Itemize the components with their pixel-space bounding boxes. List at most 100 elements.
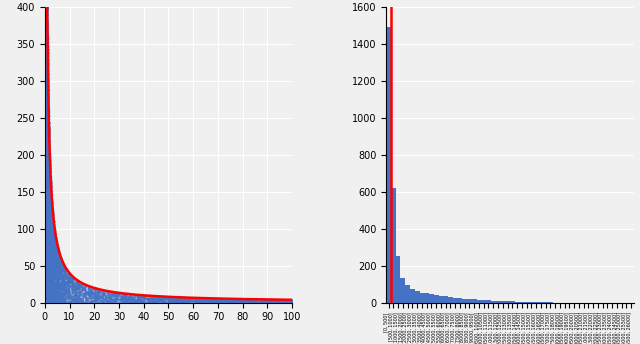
Point — [47, 262, 58, 268]
Point — [108, 289, 118, 295]
Point — [62, 275, 72, 280]
Point — [53, 258, 63, 264]
Point — [67, 283, 77, 289]
Point — [49, 231, 59, 236]
Point — [46, 196, 56, 202]
Point — [271, 300, 281, 305]
Point — [47, 255, 58, 260]
Point — [46, 233, 56, 238]
Point — [132, 293, 143, 298]
Point — [157, 295, 167, 301]
Point — [43, 225, 53, 231]
Point — [44, 191, 54, 196]
Point — [42, 23, 52, 28]
Point — [41, 71, 51, 76]
Point — [41, 35, 51, 41]
Point — [41, 4, 51, 10]
Point — [44, 214, 54, 219]
Point — [52, 287, 62, 292]
Point — [243, 299, 253, 304]
Point — [42, 65, 52, 71]
Point — [70, 288, 81, 294]
Point — [199, 295, 209, 301]
Point — [111, 290, 121, 295]
Point — [54, 250, 64, 255]
Point — [203, 300, 213, 305]
Point — [45, 289, 55, 294]
Point — [44, 124, 54, 129]
Point — [44, 291, 54, 297]
Point — [42, 6, 52, 11]
Point — [46, 191, 56, 197]
Point — [88, 291, 98, 296]
Point — [45, 278, 55, 283]
Point — [99, 292, 109, 297]
Point — [144, 298, 154, 303]
Point — [41, 45, 51, 51]
Point — [61, 293, 71, 299]
Point — [42, 133, 52, 139]
Point — [42, 4, 52, 10]
Point — [42, 37, 52, 43]
Point — [46, 269, 56, 275]
Point — [245, 299, 255, 305]
Point — [51, 298, 61, 303]
Point — [42, 284, 52, 290]
Point — [45, 223, 55, 228]
Point — [45, 176, 55, 181]
Point — [45, 210, 55, 216]
Point — [42, 4, 52, 10]
Point — [232, 297, 243, 303]
Point — [57, 289, 67, 294]
Point — [120, 292, 130, 298]
Point — [41, 4, 51, 10]
Point — [42, 140, 52, 146]
Point — [49, 297, 60, 302]
Point — [41, 270, 51, 275]
Point — [98, 291, 108, 297]
Point — [42, 298, 52, 303]
Point — [42, 259, 52, 264]
Point — [46, 216, 56, 221]
Point — [41, 45, 51, 51]
Point — [44, 269, 54, 275]
Point — [49, 224, 59, 229]
Point — [51, 257, 61, 262]
Point — [42, 205, 52, 210]
Point — [41, 4, 51, 10]
Point — [41, 193, 51, 198]
Point — [41, 19, 51, 24]
Point — [45, 290, 56, 295]
Point — [54, 292, 65, 298]
Point — [51, 269, 61, 275]
Point — [93, 296, 103, 302]
Point — [49, 248, 60, 254]
Point — [47, 290, 57, 295]
Point — [43, 199, 53, 204]
Point — [60, 286, 70, 291]
Point — [49, 275, 60, 280]
Point — [230, 300, 241, 305]
Point — [42, 4, 52, 10]
Point — [42, 4, 52, 10]
Point — [49, 269, 60, 274]
Point — [67, 281, 77, 286]
Point — [152, 294, 163, 299]
Point — [228, 298, 238, 304]
Point — [58, 260, 68, 266]
Point — [50, 251, 60, 256]
Point — [44, 191, 54, 196]
Point — [157, 299, 167, 304]
Point — [42, 236, 52, 242]
Point — [42, 4, 52, 10]
Point — [43, 148, 53, 153]
Point — [43, 161, 53, 166]
Point — [44, 181, 54, 186]
Point — [96, 289, 106, 294]
Point — [44, 182, 54, 187]
Point — [153, 295, 163, 301]
Point — [45, 261, 56, 267]
Point — [119, 292, 129, 298]
Point — [42, 47, 52, 52]
Point — [207, 298, 218, 304]
